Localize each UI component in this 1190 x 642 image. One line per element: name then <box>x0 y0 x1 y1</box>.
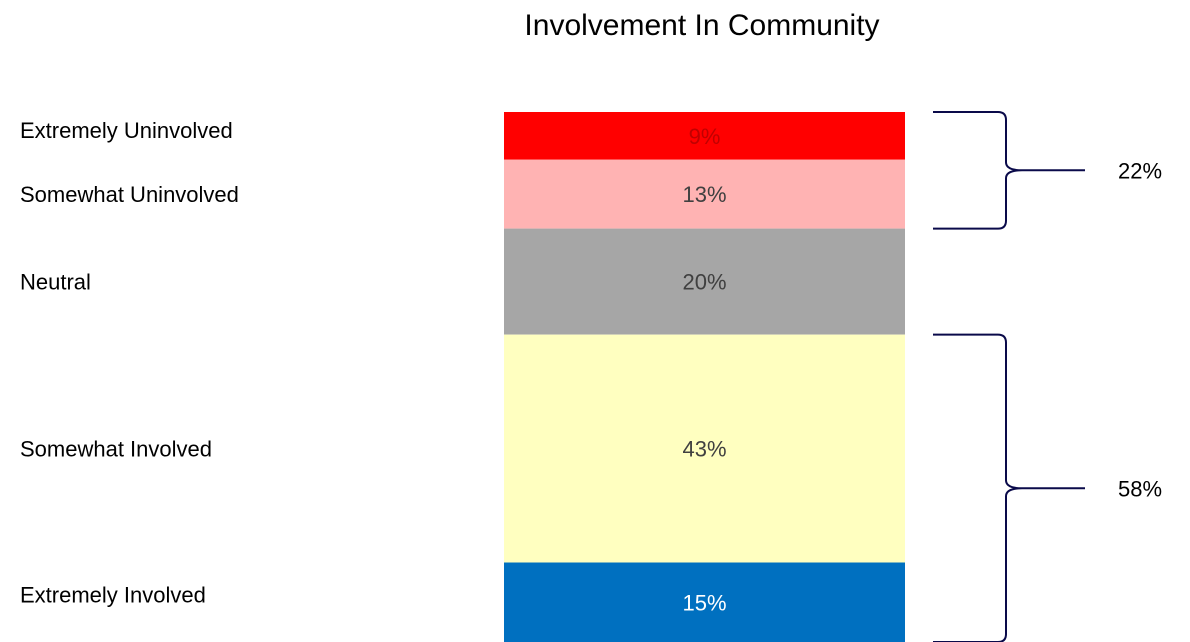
segment-somewhat-uninvolved-value-label: 13% <box>682 182 726 207</box>
segment-extremely-uninvolved-bar <box>504 112 905 160</box>
segment-somewhat-involved-category-label: Somewhat Involved <box>20 437 212 462</box>
segment-somewhat-uninvolved-category-label: Somewhat Uninvolved <box>20 182 239 207</box>
segment-extremely-uninvolved-value-label: 9% <box>689 124 721 149</box>
group-total-label-1: 22% <box>1118 158 1162 183</box>
segment-extremely-involved-value-label: 15% <box>682 590 726 615</box>
segment-somewhat-uninvolved-bar <box>504 159 905 229</box>
group-braces: 22% 58% <box>933 111 1162 642</box>
segment-somewhat-involved-value-label: 43% <box>682 437 726 462</box>
group-total-label-2: 58% <box>1118 476 1162 501</box>
group-brace-2 <box>933 333 1085 642</box>
segment-neutral-bar <box>504 228 905 335</box>
bar-stack: 9% 13% 20% 43% 15% <box>504 112 905 642</box>
segment-neutral-category-label: Neutral <box>20 270 91 295</box>
group-brace-1 <box>933 111 1085 230</box>
chart-title: Involvement In Community <box>524 9 879 42</box>
segment-extremely-uninvolved-category-label: Extremely Uninvolved <box>20 118 233 143</box>
category-labels: Extremely Uninvolved Somewhat Uninvolved N… <box>20 118 239 607</box>
segment-somewhat-involved-bar <box>504 334 905 563</box>
segment-extremely-involved-bar <box>504 562 905 642</box>
segment-extremely-involved-category-label: Extremely Involved <box>20 582 206 607</box>
segment-neutral-value-label: 20% <box>682 270 726 295</box>
